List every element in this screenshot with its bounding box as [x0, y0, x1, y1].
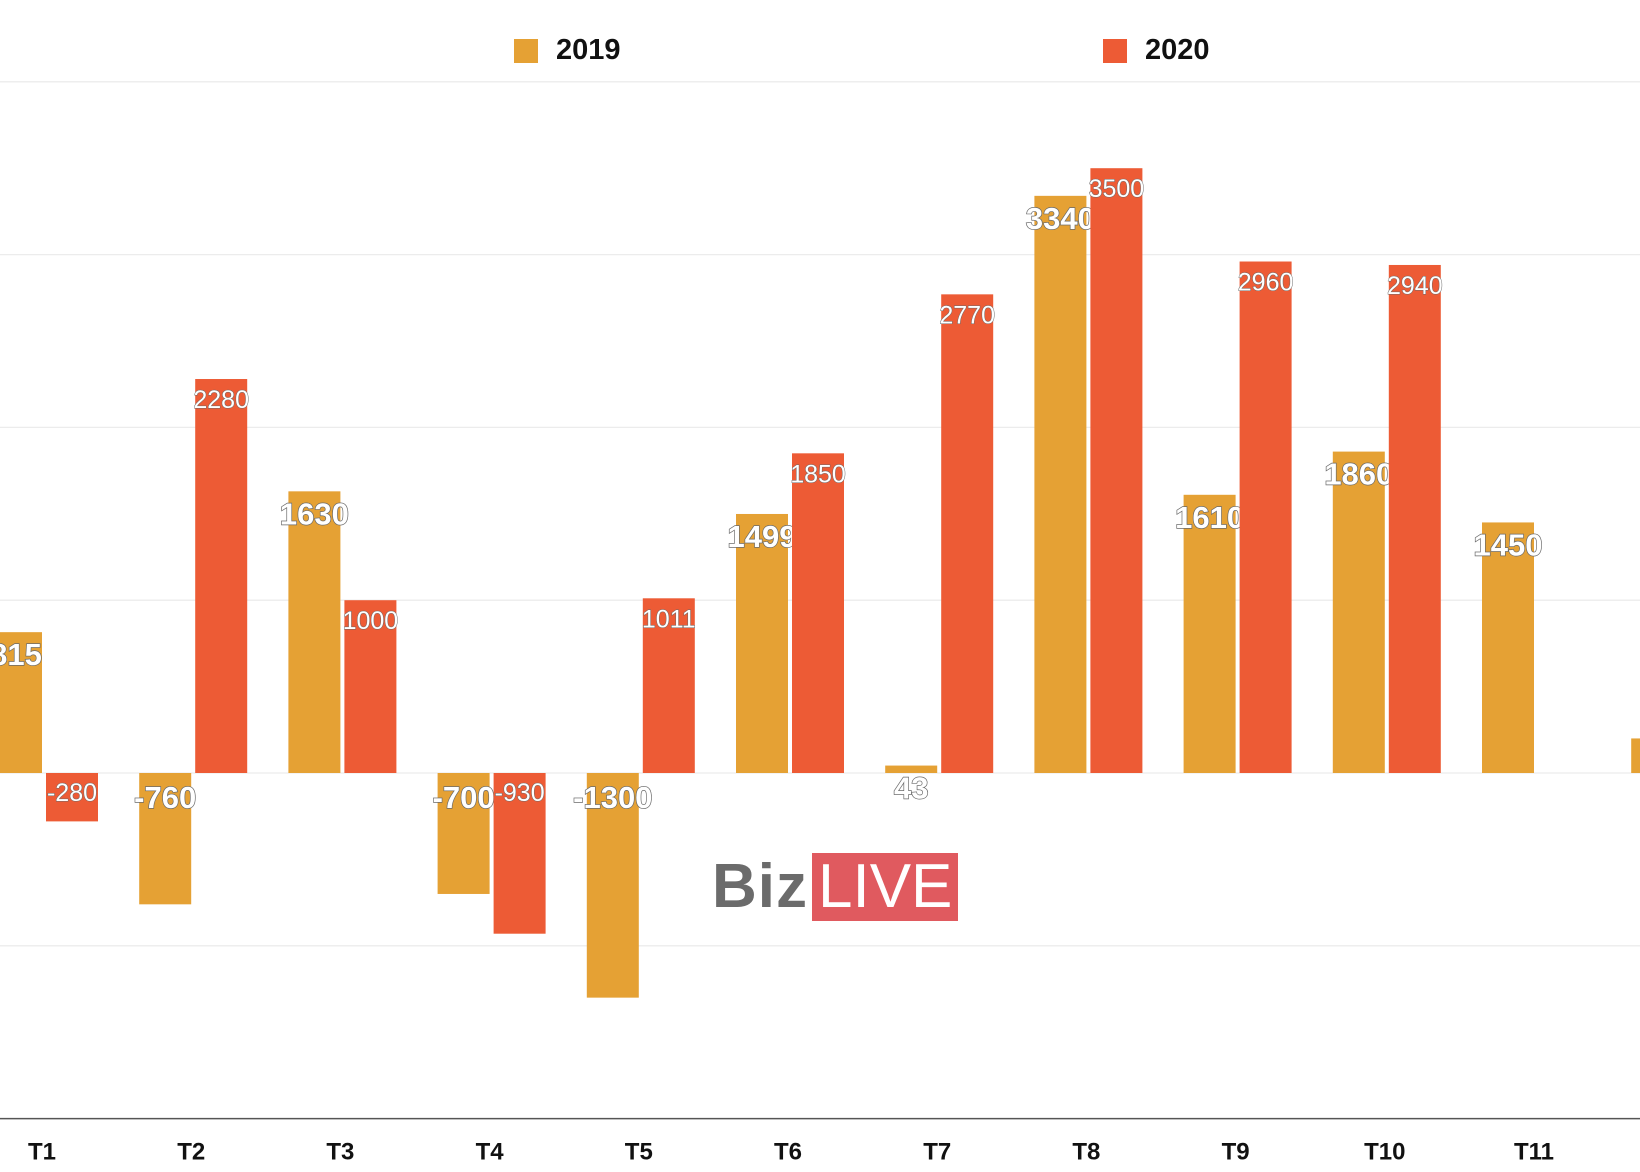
legend: 2019 2020: [0, 34, 1640, 74]
x-tick-label-T6: T6: [774, 1139, 802, 1166]
bar-2020-T9: [1239, 261, 1292, 773]
legend-label-2019: 2019: [556, 34, 621, 66]
data-label-2020-T5: 1011: [642, 605, 696, 633]
bar-2020-T3: [344, 600, 397, 773]
bar-2020-T8: [1090, 168, 1143, 773]
x-tick-label-T8: T8: [1072, 1139, 1100, 1166]
bar-2020-T5: [642, 598, 695, 773]
data-label-2020-T2: 2280: [193, 386, 249, 414]
bar-2020-T6: [792, 453, 844, 773]
bizlive-watermark-logo: Biz LIVE: [712, 852, 959, 921]
data-label-2019-T1: 815: [0, 637, 42, 672]
data-label-2019-T6: 1499: [728, 519, 797, 554]
data-label-2020-T1: -280: [47, 779, 97, 807]
data-label-2019-T8: 3340: [1026, 201, 1095, 236]
bar-2020-T2: [195, 379, 248, 773]
x-tick-label-T9: T9: [1222, 1139, 1250, 1166]
data-label-2019-T10: 1860: [1324, 457, 1393, 492]
x-tick-label-T10: T10: [1364, 1139, 1405, 1166]
data-label-2019-T3: 1630: [280, 496, 349, 531]
bar-2020-T7: [941, 294, 994, 773]
data-label-2020-T8: 3500: [1089, 175, 1145, 203]
data-label-2020-T3: 1000: [343, 607, 399, 635]
x-tick-label-T7: T7: [923, 1139, 951, 1166]
data-label-2020-T7: 2770: [939, 301, 995, 329]
watermark-live: LIVE: [812, 853, 959, 921]
legend-swatch-2019: [514, 38, 538, 63]
data-label-2019-T4: -700: [433, 780, 495, 815]
watermark-biz: Biz: [712, 852, 808, 921]
data-label-2020-T6: 1850: [790, 460, 846, 488]
bar-2019-T9: [1183, 494, 1236, 773]
bar-2019-T7: [885, 765, 938, 773]
bar-2019-T10: [1332, 451, 1385, 773]
bar-2019-T11: [1482, 522, 1534, 773]
x-tick-label-T5: T5: [625, 1139, 653, 1166]
bar-2019-T2: [139, 773, 192, 905]
bar-2019-T3: [288, 491, 341, 773]
data-label-2020-T9: 2960: [1238, 269, 1294, 297]
legend-item-2019: 2019: [514, 34, 621, 67]
bar-2020-T4: [493, 773, 546, 934]
legend-label-2020: 2020: [1145, 34, 1210, 66]
bar-2019-T1: [0, 632, 42, 773]
legend-swatch-2020: [1103, 38, 1127, 63]
bar-2019-T4: [437, 773, 490, 894]
x-tick-label-T3: T3: [326, 1139, 354, 1166]
bar-2019-T8: [1034, 195, 1087, 773]
x-tick-label-T2: T2: [177, 1139, 205, 1166]
legend-item-2020: 2020: [1103, 34, 1210, 67]
data-label-2019-T9: 1610: [1175, 500, 1244, 535]
data-label-2019-T7: 43: [894, 771, 928, 806]
bar-2019-T5: [586, 773, 639, 998]
data-label-2019-T11: 1450: [1474, 527, 1543, 562]
data-label-2019-T5: -1300: [573, 780, 652, 815]
bar-2020-T1: [46, 773, 98, 822]
x-tick-label-T1: T1: [28, 1139, 56, 1166]
x-tick-label-T11: T11: [1514, 1139, 1554, 1166]
x-tick-label-T4: T4: [476, 1139, 505, 1166]
data-label-2019-T2: -760: [134, 780, 196, 815]
data-label-2020-T10: 2940: [1387, 272, 1443, 300]
bar-2019-T12: [1631, 738, 1640, 773]
bar-2019-T6: [736, 513, 788, 773]
data-label-2020-T4: -930: [495, 779, 545, 807]
bar-2020-T10: [1388, 264, 1441, 773]
